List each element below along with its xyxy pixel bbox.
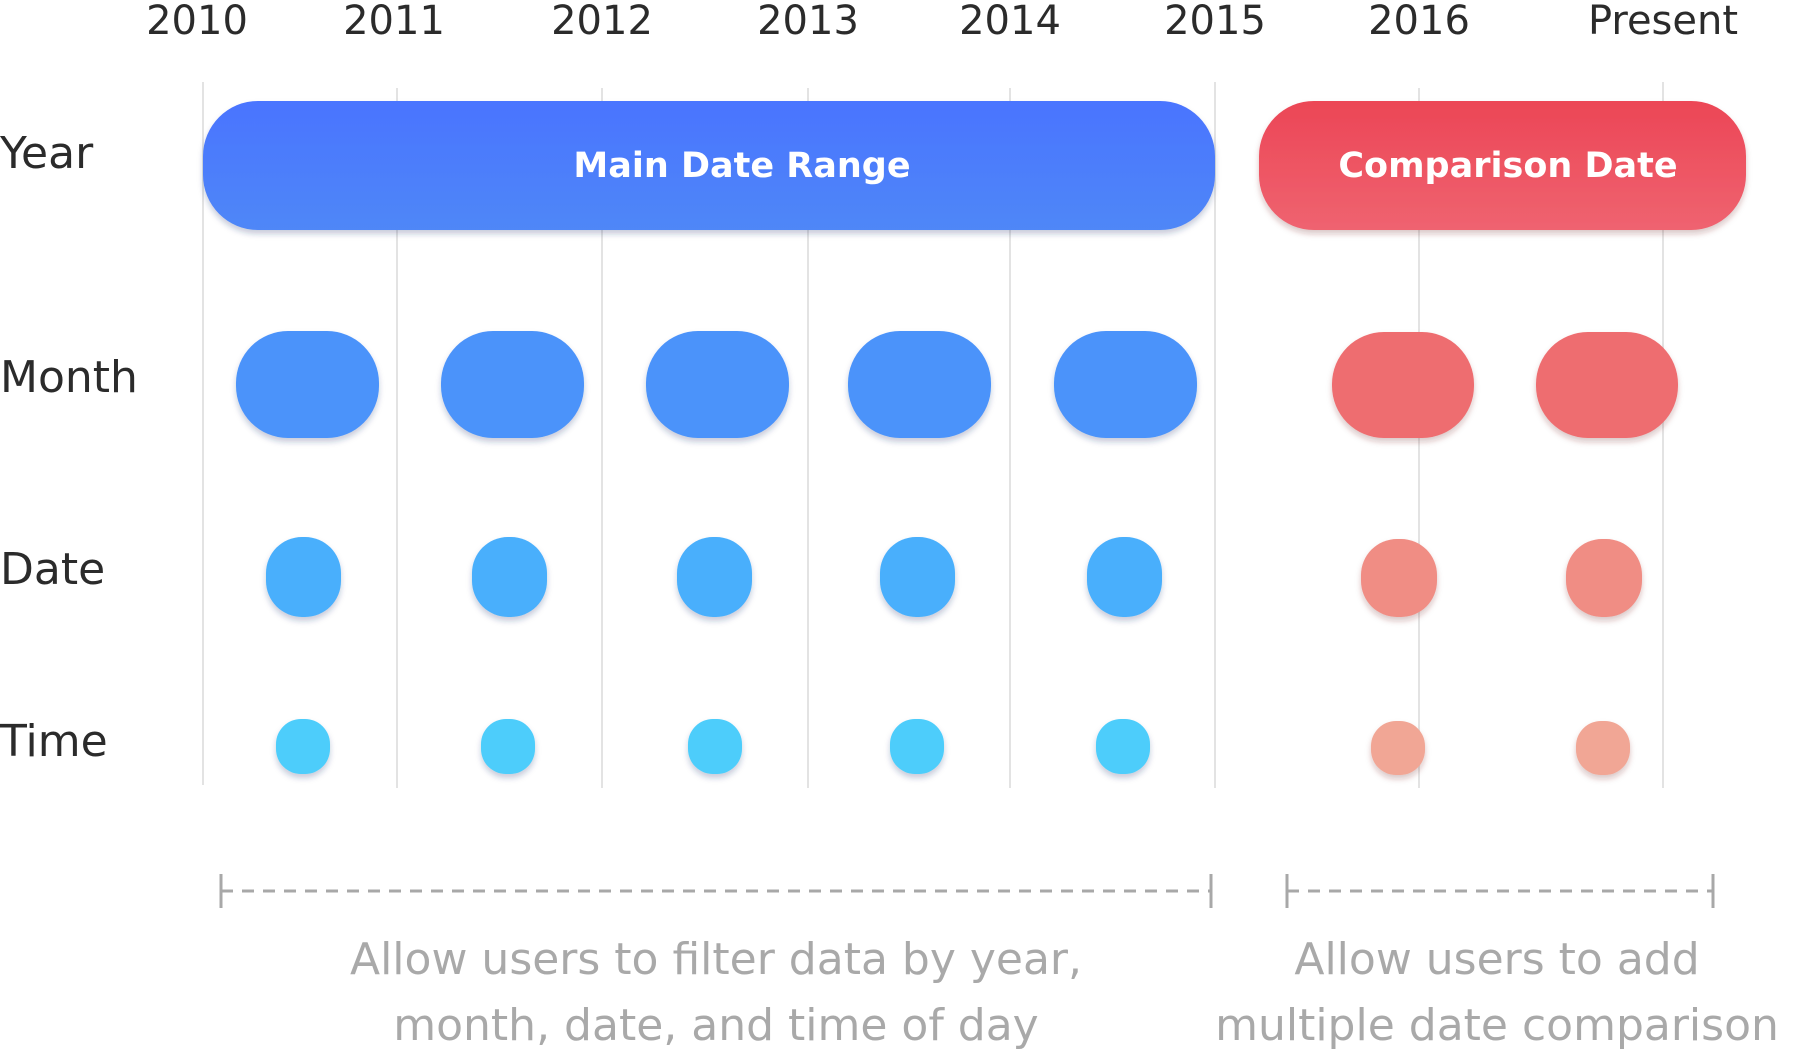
- row-labels: Year Month Date Time: [0, 128, 138, 767]
- date-dot-comparison-2[interactable]: [1566, 539, 1642, 617]
- row-label-month: Month: [0, 352, 138, 403]
- row-label-time: Time: [0, 716, 108, 767]
- comparison-date-label: Comparison Date: [1338, 146, 1677, 186]
- time-dot-main-5[interactable]: [1096, 719, 1150, 774]
- month-pill-main-3[interactable]: [646, 331, 789, 438]
- date-row: [266, 537, 1642, 617]
- time-dot-comparison-1[interactable]: [1371, 721, 1425, 775]
- dashed-bracket-icon: [1285, 874, 1715, 908]
- dashed-bracket-icon: [219, 874, 1213, 908]
- time-dot-main-1[interactable]: [276, 719, 330, 774]
- row-label-year: Year: [0, 128, 94, 179]
- date-dot-main-2[interactable]: [472, 537, 547, 617]
- date-dot-main-1[interactable]: [266, 537, 341, 617]
- comparison-note: Allow users to add multiple date compari…: [1215, 934, 1779, 1051]
- main-note-line-1: Allow users to filter data by year,: [350, 934, 1082, 985]
- month-row: [236, 331, 1678, 438]
- main-note-line-2: month, date, and time of day: [393, 1000, 1038, 1051]
- month-pill-comparison-2[interactable]: [1536, 332, 1678, 438]
- year-label-2015: 2015: [1164, 0, 1266, 44]
- time-dot-main-2[interactable]: [481, 719, 535, 774]
- main-date-range-bar[interactable]: Main Date Range: [203, 101, 1215, 230]
- year-headers: 2010 2011 2012 2013 2014 2015 2016 Prese…: [146, 0, 1738, 44]
- main-date-range-bar-fill: [203, 101, 1215, 230]
- date-dot-main-3[interactable]: [677, 537, 752, 617]
- year-label-2010: 2010: [146, 0, 248, 44]
- date-dot-main-5[interactable]: [1087, 537, 1162, 617]
- year-label-2016: 2016: [1368, 0, 1470, 44]
- row-label-date: Date: [0, 544, 105, 595]
- main-date-range-label: Main Date Range: [573, 146, 910, 186]
- time-dot-comparison-2[interactable]: [1576, 721, 1630, 775]
- year-label-2013: 2013: [757, 0, 859, 44]
- month-pill-main-2[interactable]: [441, 331, 584, 438]
- time-dot-main-4[interactable]: [890, 719, 944, 774]
- year-label-present: Present: [1588, 0, 1738, 44]
- main-range-note: Allow users to filter data by year, mont…: [350, 934, 1082, 1051]
- year-label-2014: 2014: [959, 0, 1061, 44]
- year-label-2011: 2011: [343, 0, 445, 44]
- month-pill-comparison-1[interactable]: [1332, 332, 1474, 438]
- comparison-date-bar[interactable]: Comparison Date: [1259, 101, 1746, 230]
- month-pill-main-1[interactable]: [236, 331, 379, 438]
- month-pill-main-5[interactable]: [1054, 331, 1197, 438]
- time-dot-main-3[interactable]: [688, 719, 742, 774]
- year-row: Main Date Range Comparison Date: [203, 101, 1746, 230]
- comparison-date-bar-fill: [1259, 101, 1746, 230]
- comparison-note-line-1: Allow users to add: [1294, 934, 1699, 985]
- year-label-2012: 2012: [551, 0, 653, 44]
- date-dot-comparison-1[interactable]: [1361, 539, 1437, 617]
- date-dot-main-4[interactable]: [880, 537, 955, 617]
- comparison-note-line-2: multiple date comparison: [1215, 1000, 1779, 1051]
- time-row: [276, 719, 1630, 775]
- month-pill-main-4[interactable]: [848, 331, 991, 438]
